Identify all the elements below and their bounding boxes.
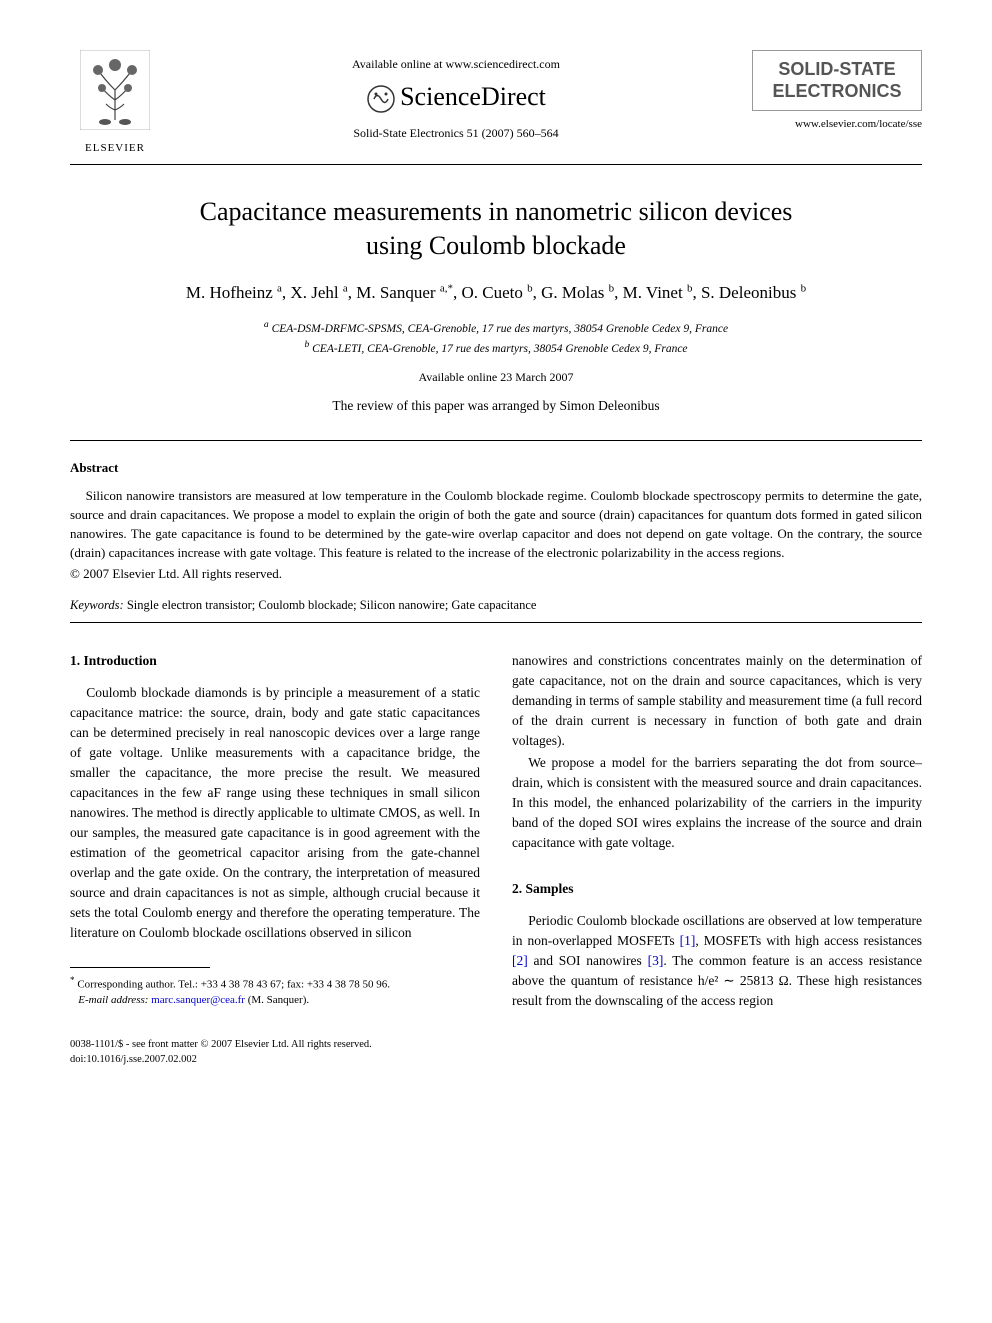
ref-link-2[interactable]: [2] <box>512 953 528 968</box>
affiliation-a: CEA-DSM-DRFMC-SPSMS, CEA-Grenoble, 17 ru… <box>272 323 729 335</box>
ref-link-1[interactable]: [1] <box>680 933 696 948</box>
journal-url: www.elsevier.com/locate/sse <box>752 117 922 132</box>
right-column: nanowires and constrictions concentrates… <box>512 651 922 1066</box>
elsevier-logo-block: ELSEVIER <box>70 50 160 156</box>
intro-p2: We propose a model for the barriers sepa… <box>512 753 922 853</box>
elsevier-label: ELSEVIER <box>70 141 160 156</box>
header-rule <box>70 164 922 165</box>
ref-link-3[interactable]: [3] <box>648 953 664 968</box>
center-header: Available online at www.sciencedirect.co… <box>160 50 752 142</box>
journal-box-line2: ELECTRONICS <box>759 81 915 103</box>
intro-p1-continuation: nanowires and constrictions concentrates… <box>512 651 922 751</box>
email-suffix: (M. Sanquer). <box>245 994 309 1006</box>
journal-box: SOLID-STATE ELECTRONICS www.elsevier.com… <box>752 50 922 133</box>
sciencedirect-text: ScienceDirect <box>400 82 546 111</box>
abstract-bottom-rule <box>70 622 922 623</box>
sciencedirect-icon <box>366 84 396 114</box>
doi-line: doi:10.1016/j.sse.2007.02.002 <box>70 1054 197 1065</box>
journal-title-box: SOLID-STATE ELECTRONICS <box>752 50 922 111</box>
available-date: Available online 23 March 2007 <box>70 369 922 386</box>
keywords-text: Single electron transistor; Coulomb bloc… <box>124 598 537 612</box>
section-2-heading: 2. Samples <box>512 879 922 899</box>
bottom-info: 0038-1101/$ - see front matter © 2007 El… <box>70 1038 480 1066</box>
front-matter-line: 0038-1101/$ - see front matter © 2007 El… <box>70 1039 372 1050</box>
samples-p1-mid2: and SOI nanowires <box>528 953 648 968</box>
journal-reference: Solid-State Electronics 51 (2007) 560–56… <box>160 125 752 142</box>
keywords-line: Keywords: Single electron transistor; Co… <box>70 597 922 615</box>
affiliation-b: CEA-LETI, CEA-Grenoble, 17 rue des marty… <box>312 343 687 355</box>
footnote-block: * Corresponding author. Tel.: +33 4 38 7… <box>70 974 480 1008</box>
authors-line: M. Hofheinz a, X. Jehl a, M. Sanquer a,*… <box>70 281 922 305</box>
article-title: Capacitance measurements in nanometric s… <box>70 195 922 263</box>
affiliations: a CEA-DSM-DRFMC-SPSMS, CEA-Grenoble, 17 … <box>70 318 922 358</box>
abstract-text: Silicon nanowire transistors are measure… <box>70 487 922 562</box>
intro-p1: Coulomb blockade diamonds is by principl… <box>70 683 480 943</box>
title-line2: using Coulomb blockade <box>366 231 626 260</box>
body-columns: 1. Introduction Coulomb blockade diamond… <box>70 651 922 1066</box>
email-link[interactable]: marc.sanquer@cea.fr <box>151 994 245 1006</box>
journal-box-line1: SOLID-STATE <box>759 59 915 81</box>
email-label: E-mail address: <box>78 994 148 1006</box>
keywords-label: Keywords: <box>70 598 124 612</box>
abstract-top-rule <box>70 440 922 441</box>
title-line1: Capacitance measurements in nanometric s… <box>200 197 793 226</box>
corresponding-author-text: Corresponding author. Tel.: +33 4 38 78 … <box>77 979 390 991</box>
header-row: ELSEVIER Available online at www.science… <box>70 50 922 156</box>
copyright-line: © 2007 Elsevier Ltd. All rights reserved… <box>70 565 922 583</box>
sciencedirect-logo: ScienceDirect <box>160 79 752 115</box>
samples-p1-mid1: , MOSFETs with high access resistances <box>695 933 922 948</box>
review-note: The review of this paper was arranged by… <box>70 397 922 416</box>
footnote-rule <box>70 967 210 968</box>
left-column: 1. Introduction Coulomb blockade diamond… <box>70 651 480 1066</box>
abstract-heading: Abstract <box>70 459 922 477</box>
section-1-heading: 1. Introduction <box>70 651 480 671</box>
abstract-block: Abstract Silicon nanowire transistors ar… <box>70 459 922 583</box>
samples-p1: Periodic Coulomb blockade oscillations a… <box>512 911 922 1011</box>
elsevier-tree-icon <box>80 50 150 130</box>
available-online-text: Available online at www.sciencedirect.co… <box>160 56 752 73</box>
